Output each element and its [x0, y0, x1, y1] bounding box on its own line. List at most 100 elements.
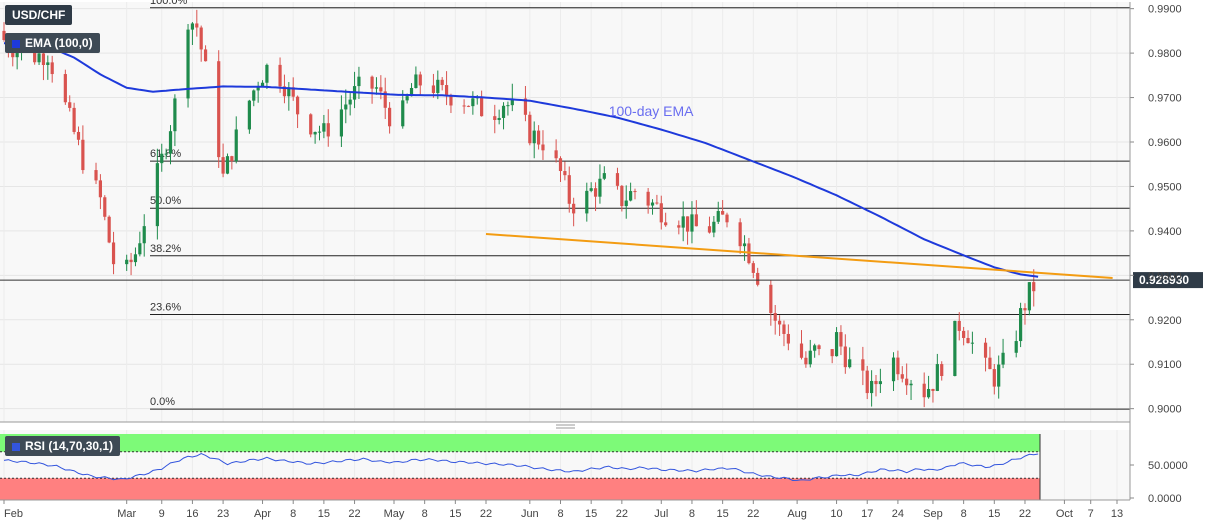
candle-body-bear [659, 203, 663, 223]
candle-body-bull [712, 221, 716, 233]
indicator-badge[interactable]: EMA (100,0) [5, 33, 100, 53]
candle-body-bull [256, 86, 260, 91]
candle-body-bull [624, 200, 628, 207]
trendline [485, 233, 1113, 279]
candle-body-bear [957, 320, 961, 331]
candle-body-bear [278, 64, 282, 87]
indicator-label: EMA (100,0) [25, 36, 93, 50]
y-tick-label: 0.9400 [1148, 226, 1182, 238]
candle-body-bull [690, 214, 694, 232]
candle-body-bear [865, 370, 869, 394]
candle-body-bear [523, 98, 528, 115]
candle-body-bull [848, 359, 852, 368]
candle-body-bear [221, 157, 225, 174]
candle-body-bear [462, 105, 466, 107]
candle-body-bull [870, 380, 874, 394]
candle-body-bull [190, 23, 195, 30]
candle-body-bull [506, 105, 510, 107]
candle-body-bull [133, 254, 138, 263]
candle-body-bull [716, 211, 720, 222]
candle-body-bull [997, 364, 1001, 387]
candle-body-bear [203, 49, 208, 62]
candle-body-bear [388, 107, 392, 127]
candle-body-bull [935, 364, 939, 391]
candle-body-bear [291, 87, 295, 97]
candle-body-bull [168, 131, 173, 154]
candle-body-bull [834, 332, 839, 357]
candle-body-bear [962, 330, 966, 338]
x-tick-label: 15 [988, 508, 1000, 520]
candle-body-bear [11, 49, 15, 58]
y-tick-label: 0.9000 [1148, 404, 1182, 416]
current-price-tag [1133, 272, 1203, 289]
candle-body-bear [370, 76, 374, 89]
candle-body-bull [260, 82, 265, 87]
candle-body-bear [664, 222, 668, 226]
candle-body-bear [449, 96, 453, 106]
fib-level-label: 38.2% [150, 243, 181, 255]
fib-level-label: 23.6% [150, 301, 181, 313]
candle-body-bull [650, 202, 655, 206]
candle-body-bear [493, 116, 497, 121]
candle-body-bear [905, 378, 909, 386]
candle-body-bear [786, 333, 790, 344]
candle-body-bull [681, 216, 685, 228]
candle-body-bull [1014, 341, 1018, 353]
candle-body-bull [909, 383, 913, 386]
rsi-badge[interactable]: RSI (14,70,30,1) [5, 436, 121, 456]
candle-body-bull [252, 90, 256, 101]
candle-body-bear [721, 211, 725, 215]
x-tick-label: 8 [290, 508, 296, 520]
candle-body-bear [217, 61, 221, 158]
candle-body-bull [225, 156, 230, 174]
x-tick-label: Oct [1056, 508, 1073, 520]
candle-body-bear [777, 320, 782, 325]
x-tick-label: 8 [557, 508, 563, 520]
candle-body-bull [348, 99, 352, 105]
candle-body-bear [418, 74, 422, 86]
candle-body-bull [317, 131, 322, 133]
candle-body-bull [357, 76, 361, 87]
x-tick-label: 22 [480, 508, 492, 520]
candle-body-bull [589, 188, 593, 191]
candle-body-bear [541, 144, 545, 151]
candle-body-bear [988, 357, 992, 370]
candle-body-bear [1032, 282, 1036, 292]
candle-body-bear [528, 114, 532, 144]
candle-body-bear [900, 374, 904, 379]
candle-body-bull [1027, 282, 1031, 311]
candle-body-bear [983, 342, 988, 358]
x-tick-label: 15 [449, 508, 461, 520]
symbol-badge[interactable]: USD/CHF [5, 5, 73, 25]
x-tick-label: 7 [1088, 508, 1094, 520]
candle-body-bear [725, 214, 729, 223]
y-tick-label: 0.9500 [1148, 181, 1182, 193]
candle-body-bear [195, 23, 199, 28]
x-tick-label: Mar [117, 508, 136, 520]
price-plot-area [0, 2, 1130, 422]
candle-body-bull [155, 163, 159, 227]
candle-body-bear [799, 343, 804, 358]
ema-swatch-icon [12, 39, 20, 48]
candle-body-bear [572, 203, 576, 214]
x-tick-label: 8 [961, 508, 967, 520]
x-tick-label: 10 [830, 508, 842, 520]
candle-body-bull [313, 131, 317, 135]
candle-body-bull [234, 129, 238, 162]
candle-body-bear [379, 87, 383, 92]
x-tick-label: Jun [521, 508, 539, 520]
candle-body-bear [107, 216, 111, 243]
candle-body-bull [344, 104, 348, 110]
candle-body-bear [1023, 308, 1027, 311]
rsi-swatch-icon [12, 442, 20, 451]
candle-body-bull [471, 98, 475, 107]
candle-body-bear [554, 150, 558, 159]
candle-body-bear [440, 79, 444, 86]
candle-body-bear [98, 180, 103, 198]
candle-body-bear [633, 191, 637, 193]
candle-body-bear [383, 91, 387, 108]
candle-body-bull [629, 191, 633, 201]
rsi-overbought-zone [0, 434, 1040, 452]
